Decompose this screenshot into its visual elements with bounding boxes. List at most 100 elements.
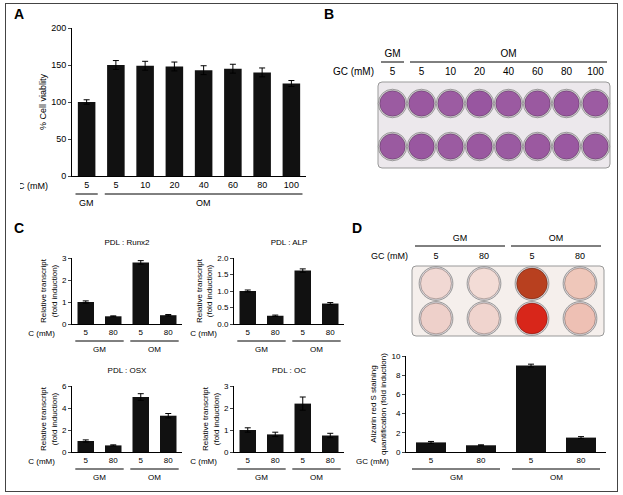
- svg-text:80: 80: [271, 328, 280, 337]
- svg-text:5: 5: [529, 251, 534, 261]
- svg-text:GM: GM: [453, 233, 468, 243]
- svg-text:5: 5: [246, 456, 251, 465]
- svg-text:60: 60: [228, 180, 238, 190]
- svg-text:GC (mM): GC (mM): [190, 329, 217, 338]
- svg-text:1.5: 1.5: [217, 270, 229, 279]
- svg-text:OM: OM: [148, 473, 161, 482]
- svg-text:0: 0: [61, 171, 66, 181]
- svg-text:5: 5: [433, 251, 438, 261]
- svg-text:2: 2: [396, 429, 401, 438]
- svg-text:80: 80: [257, 180, 267, 190]
- svg-text:OM: OM: [550, 473, 563, 482]
- svg-text:150: 150: [51, 60, 66, 70]
- svg-text:80: 80: [575, 251, 585, 261]
- svg-text:60: 60: [532, 66, 544, 77]
- svg-text:20: 20: [169, 180, 179, 190]
- svg-text:5: 5: [529, 456, 534, 465]
- svg-text:6: 6: [396, 390, 401, 399]
- svg-text:5: 5: [84, 180, 89, 190]
- svg-text:10: 10: [140, 180, 150, 190]
- svg-text:OM: OM: [310, 473, 323, 482]
- svg-text:10: 10: [445, 66, 457, 77]
- svg-text:5: 5: [301, 328, 306, 337]
- svg-text:80: 80: [109, 456, 118, 465]
- svg-text:5: 5: [139, 328, 144, 337]
- svg-text:PDL : OSX: PDL : OSX: [108, 366, 147, 375]
- svg-text:5: 5: [301, 456, 306, 465]
- svg-text:10: 10: [391, 352, 400, 361]
- svg-text:OM: OM: [148, 345, 161, 354]
- svg-text:5: 5: [84, 456, 89, 465]
- svg-text:PDL : OC: PDL : OC: [272, 366, 306, 375]
- svg-text:80: 80: [479, 251, 489, 261]
- svg-text:% Cell viablity: % Cell viablity: [38, 73, 48, 130]
- svg-text:2: 2: [62, 426, 67, 435]
- svg-text:40: 40: [199, 180, 209, 190]
- svg-text:100: 100: [284, 180, 299, 190]
- svg-text:Relative transcript(fold induc: Relative transcript(fold induction): [195, 258, 214, 323]
- svg-text:80: 80: [164, 456, 173, 465]
- svg-text:80: 80: [477, 456, 486, 465]
- svg-text:5: 5: [419, 66, 425, 77]
- svg-text:5: 5: [139, 456, 144, 465]
- svg-text:Relative transcript(fold induc: Relative transcript(fold induction): [39, 258, 58, 323]
- svg-text:1: 1: [62, 298, 67, 307]
- svg-text:4: 4: [396, 409, 401, 418]
- svg-text:80: 80: [326, 456, 335, 465]
- svg-text:GC (mM): GC (mM): [20, 181, 48, 191]
- svg-text:1.0: 1.0: [217, 287, 229, 296]
- svg-text:80: 80: [271, 456, 280, 465]
- svg-text:100: 100: [51, 97, 66, 107]
- svg-text:0.0: 0.0: [217, 320, 229, 329]
- svg-text:20: 20: [474, 66, 486, 77]
- svg-text:4: 4: [62, 404, 67, 413]
- svg-text:0: 0: [396, 448, 401, 457]
- svg-text:100: 100: [587, 66, 604, 77]
- svg-text:80: 80: [561, 66, 573, 77]
- svg-text:5: 5: [429, 456, 434, 465]
- svg-text:GM: GM: [384, 48, 400, 59]
- svg-text:Relative transcript(fold induc: Relative transcript(fold induction): [39, 386, 58, 451]
- svg-text:3: 3: [62, 254, 67, 263]
- svg-text:2.0: 2.0: [217, 254, 229, 263]
- svg-text:0.5: 0.5: [217, 303, 229, 312]
- svg-text:GC (mM): GC (mM): [28, 457, 55, 466]
- svg-text:GM: GM: [93, 345, 106, 354]
- svg-text:PDL : Runx2: PDL : Runx2: [104, 238, 150, 247]
- svg-text:0: 0: [224, 448, 229, 457]
- svg-text:GM: GM: [93, 473, 106, 482]
- svg-text:80: 80: [577, 456, 586, 465]
- svg-text:OM: OM: [310, 345, 323, 354]
- svg-text:GC (mM): GC (mM): [356, 457, 389, 466]
- svg-text:Relative transcript(fold induc: Relative transcript(fold induction): [201, 386, 220, 451]
- svg-text:GM: GM: [450, 473, 463, 482]
- svg-text:80: 80: [326, 328, 335, 337]
- svg-text:1: 1: [224, 426, 229, 435]
- svg-text:40: 40: [503, 66, 515, 77]
- svg-text:GC (mM): GC (mM): [190, 457, 217, 466]
- svg-text:200: 200: [51, 23, 66, 33]
- svg-text:0: 0: [62, 448, 67, 457]
- svg-text:2: 2: [62, 276, 67, 285]
- svg-text:5: 5: [113, 180, 118, 190]
- svg-text:GM: GM: [255, 345, 268, 354]
- svg-text:Alizarin red S stainingquantif: Alizarin red S stainingquantification (f…: [369, 353, 388, 455]
- svg-text:GM: GM: [255, 473, 268, 482]
- svg-text:5: 5: [84, 328, 89, 337]
- svg-text:5: 5: [246, 328, 251, 337]
- svg-text:GM: GM: [79, 198, 94, 208]
- svg-text:OM: OM: [196, 198, 211, 208]
- svg-text:80: 80: [109, 328, 118, 337]
- svg-text:6: 6: [62, 382, 67, 391]
- svg-text:0: 0: [62, 320, 67, 329]
- svg-text:8: 8: [396, 371, 401, 380]
- svg-text:3: 3: [224, 382, 229, 391]
- svg-text:80: 80: [164, 328, 173, 337]
- svg-text:2: 2: [224, 404, 229, 413]
- svg-text:PDL : ALP: PDL : ALP: [271, 238, 308, 247]
- svg-text:OM: OM: [549, 233, 564, 243]
- svg-text:OM: OM: [500, 48, 516, 59]
- svg-text:50: 50: [56, 134, 66, 144]
- svg-text:GC (mM): GC (mM): [333, 66, 374, 77]
- svg-text:GC (mM): GC (mM): [28, 329, 55, 338]
